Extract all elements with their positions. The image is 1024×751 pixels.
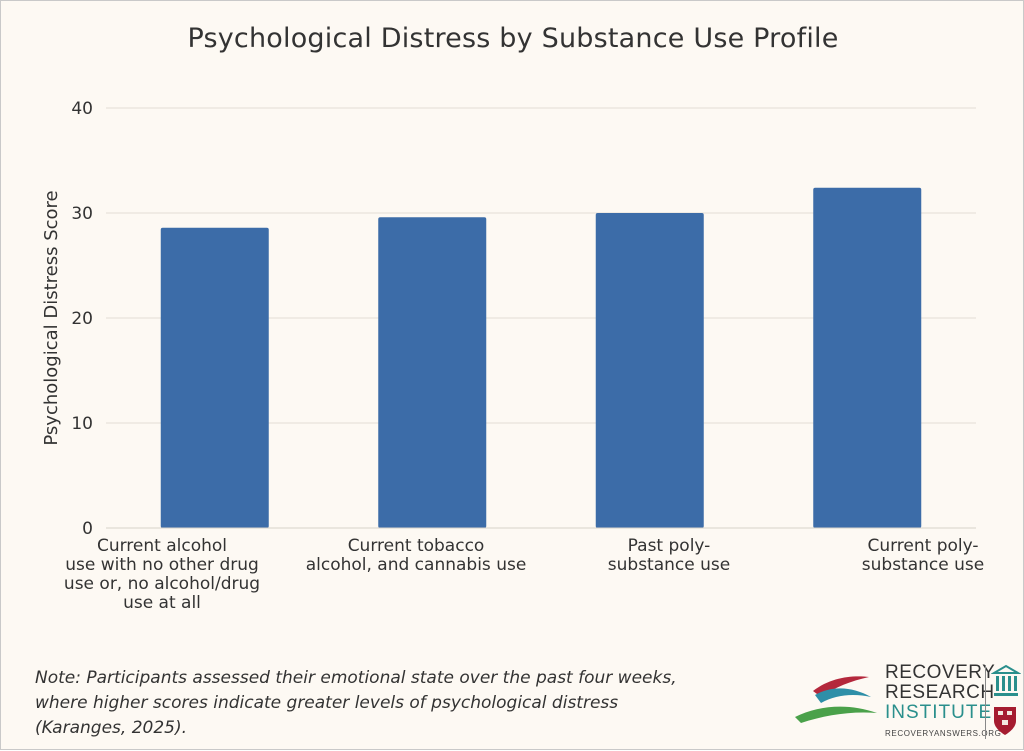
- logo-line-recovery: RECOVERY: [885, 662, 996, 683]
- x-tick-label-line: Current tobacco: [347, 536, 485, 556]
- y-tick-label: 40: [71, 99, 93, 119]
- swoosh-icon: [795, 676, 877, 723]
- x-tick-label-line: substance use: [861, 555, 985, 575]
- x-tick-label-line: use or, no alcohol/drug: [63, 574, 261, 594]
- x-tick-label: Current alcohol use with no other drug use…: [42, 537, 282, 613]
- x-tick-label: Current tobacco alcohol, and cannabis use: [296, 537, 536, 575]
- x-tick-label: Current poly-substance use: [803, 537, 1024, 575]
- logo-url: RECOVERYANSWERS.ORG: [885, 729, 1002, 738]
- x-tick-label-line: Current poly-: [867, 536, 979, 556]
- shield-icon: [994, 707, 1016, 735]
- x-tick-label-line: use with no other drug: [65, 555, 259, 575]
- x-tick-label-line: use at all: [123, 593, 201, 613]
- y-tick-label: 30: [71, 204, 93, 224]
- chart-note: Note: Participants assessed their emotio…: [35, 666, 735, 741]
- recovery-research-institute-logo: RECOVERY RESEARCH INSTITUTE RECOVERYANSW…: [791, 661, 1023, 747]
- bar: [160, 227, 269, 528]
- logo-line-institute: INSTITUTE: [885, 702, 993, 723]
- logo-line-research: RESEARCH: [885, 682, 995, 703]
- y-tick-label: 20: [71, 309, 93, 329]
- x-tick-label: Past poly-substance use: [549, 537, 789, 575]
- chart-title: Psychological Distress by Substance Use …: [187, 23, 839, 54]
- note-line: (Karanges, 2025).: [35, 718, 187, 738]
- bar: [595, 213, 704, 528]
- x-tick-label-line: alcohol, and cannabis use: [305, 555, 527, 575]
- logo-divider: [985, 665, 986, 739]
- x-tick-label-line: Past poly-: [627, 536, 711, 556]
- note-line: where higher scores indicate greater lev…: [35, 693, 619, 713]
- columns-icon: [991, 664, 1021, 696]
- y-tick-label: 0: [82, 519, 93, 539]
- logo-wordmark: RECOVERY RESEARCH INSTITUTE RECOVERYANSW…: [885, 662, 1002, 739]
- bar: [378, 217, 487, 528]
- x-tick-label-line: Current alcohol: [96, 536, 228, 556]
- y-axis-label: Psychological Distress Score: [41, 190, 62, 445]
- bar: [813, 187, 922, 529]
- note-line: Note: Participants assessed their emotio…: [35, 668, 677, 688]
- x-tick-label-line: substance use: [607, 555, 731, 575]
- y-tick-label: 10: [71, 414, 93, 434]
